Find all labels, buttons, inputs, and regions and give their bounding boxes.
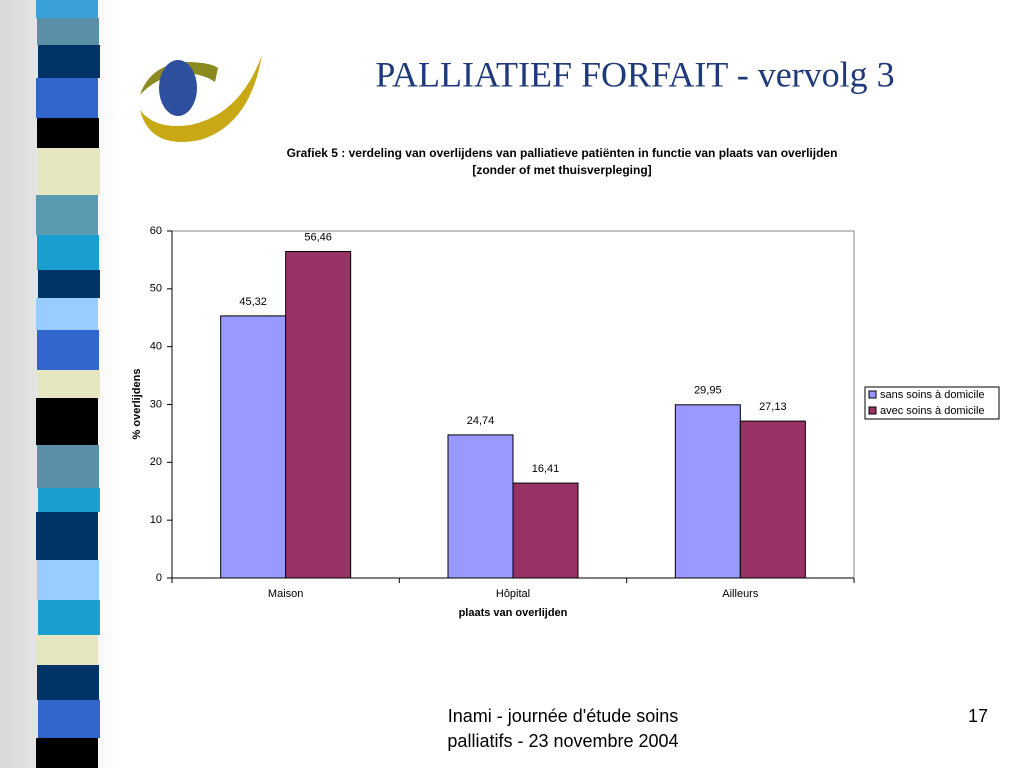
stripe [36, 738, 98, 768]
legend [864, 386, 1000, 420]
stripe [37, 18, 99, 45]
y-tick-label: 10 [150, 514, 162, 526]
value-label: 16,41 [532, 463, 560, 475]
legend-swatch [868, 406, 877, 415]
stripe [38, 488, 100, 512]
stripe [38, 600, 100, 635]
stripe [37, 118, 99, 148]
stripe [36, 635, 98, 665]
page-number: 17 [968, 706, 988, 726]
value-label: 27,13 [759, 401, 787, 413]
bar [674, 404, 741, 579]
bar [512, 482, 579, 579]
y-tick-label: 0 [156, 572, 162, 584]
stripe [36, 398, 98, 445]
value-label: 29,95 [694, 385, 722, 397]
stripe [37, 560, 99, 600]
stripe [37, 665, 99, 700]
y-tick-label: 30 [150, 398, 162, 410]
x-tick-label: Maison [268, 588, 303, 600]
value-label: 45,32 [239, 296, 267, 308]
y-tick-label: 20 [150, 456, 162, 468]
stripe [37, 445, 99, 488]
logo [140, 55, 262, 142]
y-tick-label: 40 [150, 341, 162, 353]
bar [447, 434, 514, 579]
stripe [37, 330, 99, 370]
chart-title: Grafiek 5 : verdeling van overlijdens va… [287, 146, 838, 160]
bar [739, 420, 806, 579]
x-axis-label: plaats van overlijden [459, 607, 568, 619]
stripe [36, 298, 98, 330]
footer-line: Inami - journée d'étude soins [448, 706, 679, 726]
bar [220, 315, 287, 579]
stripe [38, 700, 100, 738]
footer-line: palliatifs - 23 novembre 2004 [447, 731, 678, 751]
legend-label: sans soins à domicile [880, 389, 985, 401]
stripe [38, 370, 100, 398]
y-axis-label: % overlijdens [131, 369, 143, 440]
decor-strip [36, 0, 100, 768]
stripe [36, 78, 98, 118]
bar [285, 250, 352, 579]
stripe [38, 270, 100, 298]
legend-label: avec soins à domicile [880, 405, 985, 417]
y-tick-label: 50 [150, 283, 162, 295]
stripe [38, 45, 100, 78]
stripe [36, 512, 98, 560]
x-tick-label: Hôpital [496, 588, 530, 600]
value-label: 56,46 [304, 231, 332, 243]
stripe [36, 195, 98, 235]
value-label: 24,74 [467, 415, 495, 427]
legend-swatch [868, 390, 877, 399]
stripe [37, 235, 99, 270]
slide-title: PALLIATIEF FORFAIT - vervolg 3 [375, 54, 894, 94]
x-tick-label: Ailleurs [722, 588, 759, 600]
chart-subtitle: [zonder of met thuisverpleging] [472, 163, 651, 177]
stripe [38, 148, 100, 195]
stripe [36, 0, 98, 18]
y-tick-label: 60 [150, 225, 162, 237]
